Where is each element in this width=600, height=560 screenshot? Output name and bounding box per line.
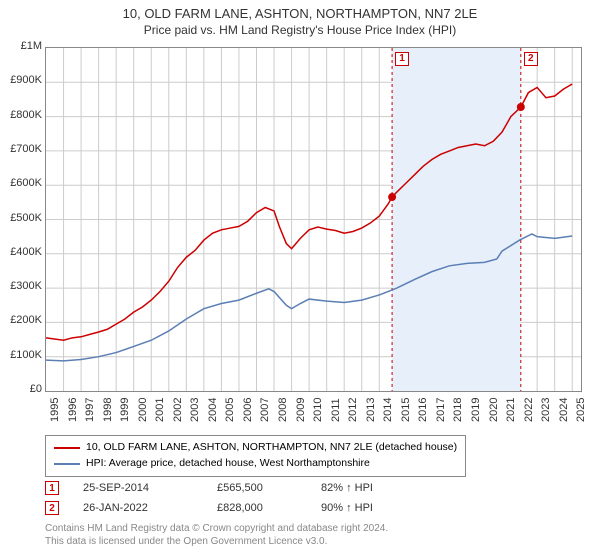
x-tick-label: 2003 [189,398,201,422]
footer-line2: This data is licensed under the Open Gov… [45,535,388,548]
sale-table: 1 25-SEP-2014 £565,500 82% ↑ HPI 2 26-JA… [45,478,441,518]
y-tick-label: £1M [2,40,42,52]
sale-pct-2: 90% ↑ HPI [321,502,441,514]
x-tick-label: 2016 [417,398,429,422]
sale-price-2: £828,000 [217,502,317,514]
legend-swatch-property [54,447,80,449]
x-tick-label: 2001 [154,398,166,422]
x-tick-label: 2000 [137,398,149,422]
y-tick-label: £400K [2,246,42,258]
y-tick-label: £800K [2,109,42,121]
legend: 10, OLD FARM LANE, ASHTON, NORTHAMPTON, … [45,435,466,477]
x-tick-label: 2002 [172,398,184,422]
x-tick-label: 1996 [67,398,79,422]
chart-sale-marker-2: 2 [524,52,538,66]
x-tick-label: 2005 [224,398,236,422]
sale-date-1: 25-SEP-2014 [83,482,213,494]
y-tick-label: £700K [2,143,42,155]
legend-row-hpi: HPI: Average price, detached house, West… [54,456,457,472]
chart-title-line1: 10, OLD FARM LANE, ASHTON, NORTHAMPTON, … [0,6,600,21]
x-tick-label: 1997 [84,398,96,422]
y-tick-label: £100K [2,349,42,361]
x-tick-label: 2020 [488,398,500,422]
x-tick-label: 1999 [119,398,131,422]
y-tick-label: £500K [2,212,42,224]
sale-pct-1: 82% ↑ HPI [321,482,441,494]
y-tick-label: £600K [2,177,42,189]
legend-swatch-hpi [54,463,80,465]
x-tick-label: 2007 [259,398,271,422]
x-tick-label: 1998 [102,398,114,422]
sale-row-2: 2 26-JAN-2022 £828,000 90% ↑ HPI [45,498,441,518]
x-tick-label: 2009 [295,398,307,422]
x-tick-label: 2023 [540,398,552,422]
x-tick-label: 2014 [382,398,394,422]
x-tick-label: 2006 [242,398,254,422]
sale-row-1: 1 25-SEP-2014 £565,500 82% ↑ HPI [45,478,441,498]
x-tick-label: 2017 [435,398,447,422]
y-tick-label: £200K [2,314,42,326]
x-tick-label: 2013 [365,398,377,422]
x-tick-label: 2019 [470,398,482,422]
x-tick-label: 2011 [330,398,342,422]
chart-svg [46,48,581,391]
footer: Contains HM Land Registry data © Crown c… [45,522,388,548]
chart-sale-marker-1: 1 [395,52,409,66]
x-tick-label: 2008 [277,398,289,422]
x-tick-label: 1995 [49,398,61,422]
x-tick-label: 2022 [523,398,535,422]
y-tick-label: £0 [2,383,42,395]
x-tick-label: 2024 [558,398,570,422]
sale-marker-box-2: 2 [45,501,59,515]
x-tick-label: 2004 [207,398,219,422]
y-tick-label: £900K [2,74,42,86]
title-area: 10, OLD FARM LANE, ASHTON, NORTHAMPTON, … [0,0,600,37]
legend-label-property: 10, OLD FARM LANE, ASHTON, NORTHAMPTON, … [86,440,457,456]
chart-container: 10, OLD FARM LANE, ASHTON, NORTHAMPTON, … [0,0,600,560]
x-tick-label: 2015 [400,398,412,422]
x-tick-label: 2021 [505,398,517,422]
footer-line1: Contains HM Land Registry data © Crown c… [45,522,388,535]
chart-title-line2: Price paid vs. HM Land Registry's House … [0,23,600,37]
legend-row-property: 10, OLD FARM LANE, ASHTON, NORTHAMPTON, … [54,440,457,456]
y-tick-label: £300K [2,280,42,292]
legend-label-hpi: HPI: Average price, detached house, West… [86,456,370,472]
sale-price-1: £565,500 [217,482,317,494]
x-tick-label: 2025 [575,398,587,422]
sale-date-2: 26-JAN-2022 [83,502,213,514]
sale-marker-box-1: 1 [45,481,59,495]
chart-plot-area [45,47,582,392]
x-tick-label: 2012 [347,398,359,422]
x-tick-label: 2010 [312,398,324,422]
x-tick-label: 2018 [452,398,464,422]
